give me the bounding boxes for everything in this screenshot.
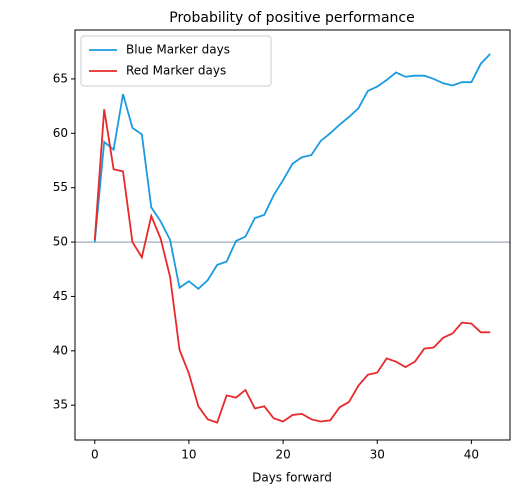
x-tick-label: 40 [464,448,479,462]
y-tick-label: 55 [53,180,68,194]
x-tick-label: 30 [370,448,385,462]
legend-label: Blue Marker days [126,43,230,57]
y-tick-label: 35 [53,398,68,412]
x-axis-label: Days forward [252,471,332,485]
legend-box [80,35,272,87]
legend-label: Red Marker days [126,64,226,78]
chart-title: Probability of positive performance [169,10,414,26]
series-line [93,109,491,424]
plot-frame [74,29,511,441]
y-tick-label: 50 [53,235,68,249]
y-tick-label: 60 [53,126,68,140]
x-tick-label: 20 [275,448,290,462]
series-line [93,53,491,291]
y-tick-label: 65 [53,71,68,85]
x-tick-label: 0 [91,448,99,462]
y-tick-label: 40 [53,343,68,357]
x-tick-label: 10 [181,448,196,462]
y-tick-label: 45 [53,289,68,303]
